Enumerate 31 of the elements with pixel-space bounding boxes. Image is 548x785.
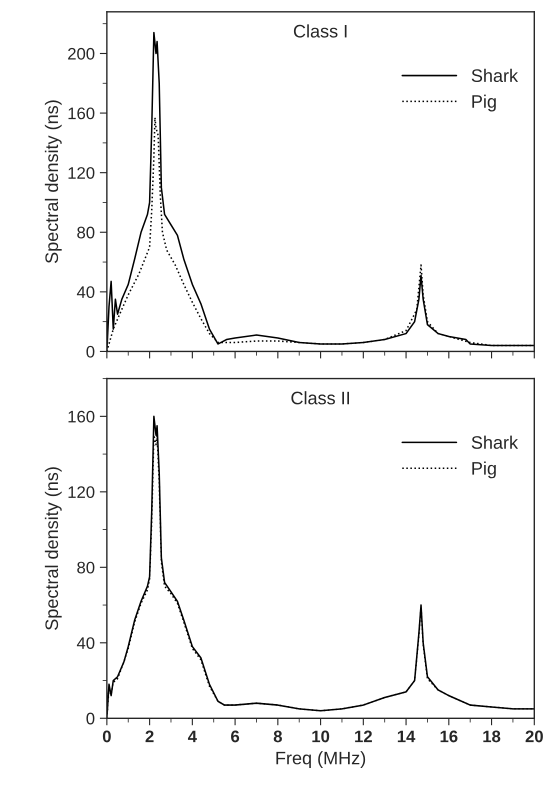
x-tick-label: 18 [483, 730, 500, 742]
y-tick-label: 0 [86, 346, 94, 358]
x-tick-label: 14 [398, 730, 416, 742]
y-tick-label: 200 [68, 48, 94, 60]
y-tick-label: 80 [77, 226, 94, 238]
x-tick-label: 8 [274, 730, 282, 742]
y-tick-label: 40 [76, 637, 94, 649]
y-tick-label: 120 [68, 486, 94, 498]
x-tick-label: 12 [355, 730, 372, 742]
x-tick-label: 10 [312, 730, 330, 742]
legend-label: Shark [472, 68, 518, 82]
x-tick-label: 16 [440, 730, 458, 742]
y-tick-label: 0 [86, 712, 94, 724]
text: Class I [294, 24, 347, 38]
legend-label: Shark [472, 436, 518, 449]
y-tick-label: 80 [77, 562, 94, 574]
legend-label: Pig [472, 94, 496, 112]
y-axis-title: Spectral density (ns) [44, 100, 62, 264]
x-tick-label: 20 [526, 730, 543, 742]
x-axis-title: Freq (MHz) [276, 751, 366, 768]
y-tick-label: 120 [68, 167, 94, 179]
x-tick-label: 0 [102, 730, 111, 742]
x-tick-label: 4 [188, 730, 197, 742]
text: Class II [291, 391, 350, 404]
y-tick-label: 40 [76, 286, 94, 298]
y-axis-title: Spectral density (ns) [44, 467, 62, 630]
x-tick-label: 6 [231, 730, 240, 742]
y-tick-label: 160 [68, 107, 94, 120]
x-tick-label: 2 [146, 730, 154, 742]
y-tick-label: 160 [68, 410, 94, 423]
legend-label: Pig [472, 461, 496, 478]
